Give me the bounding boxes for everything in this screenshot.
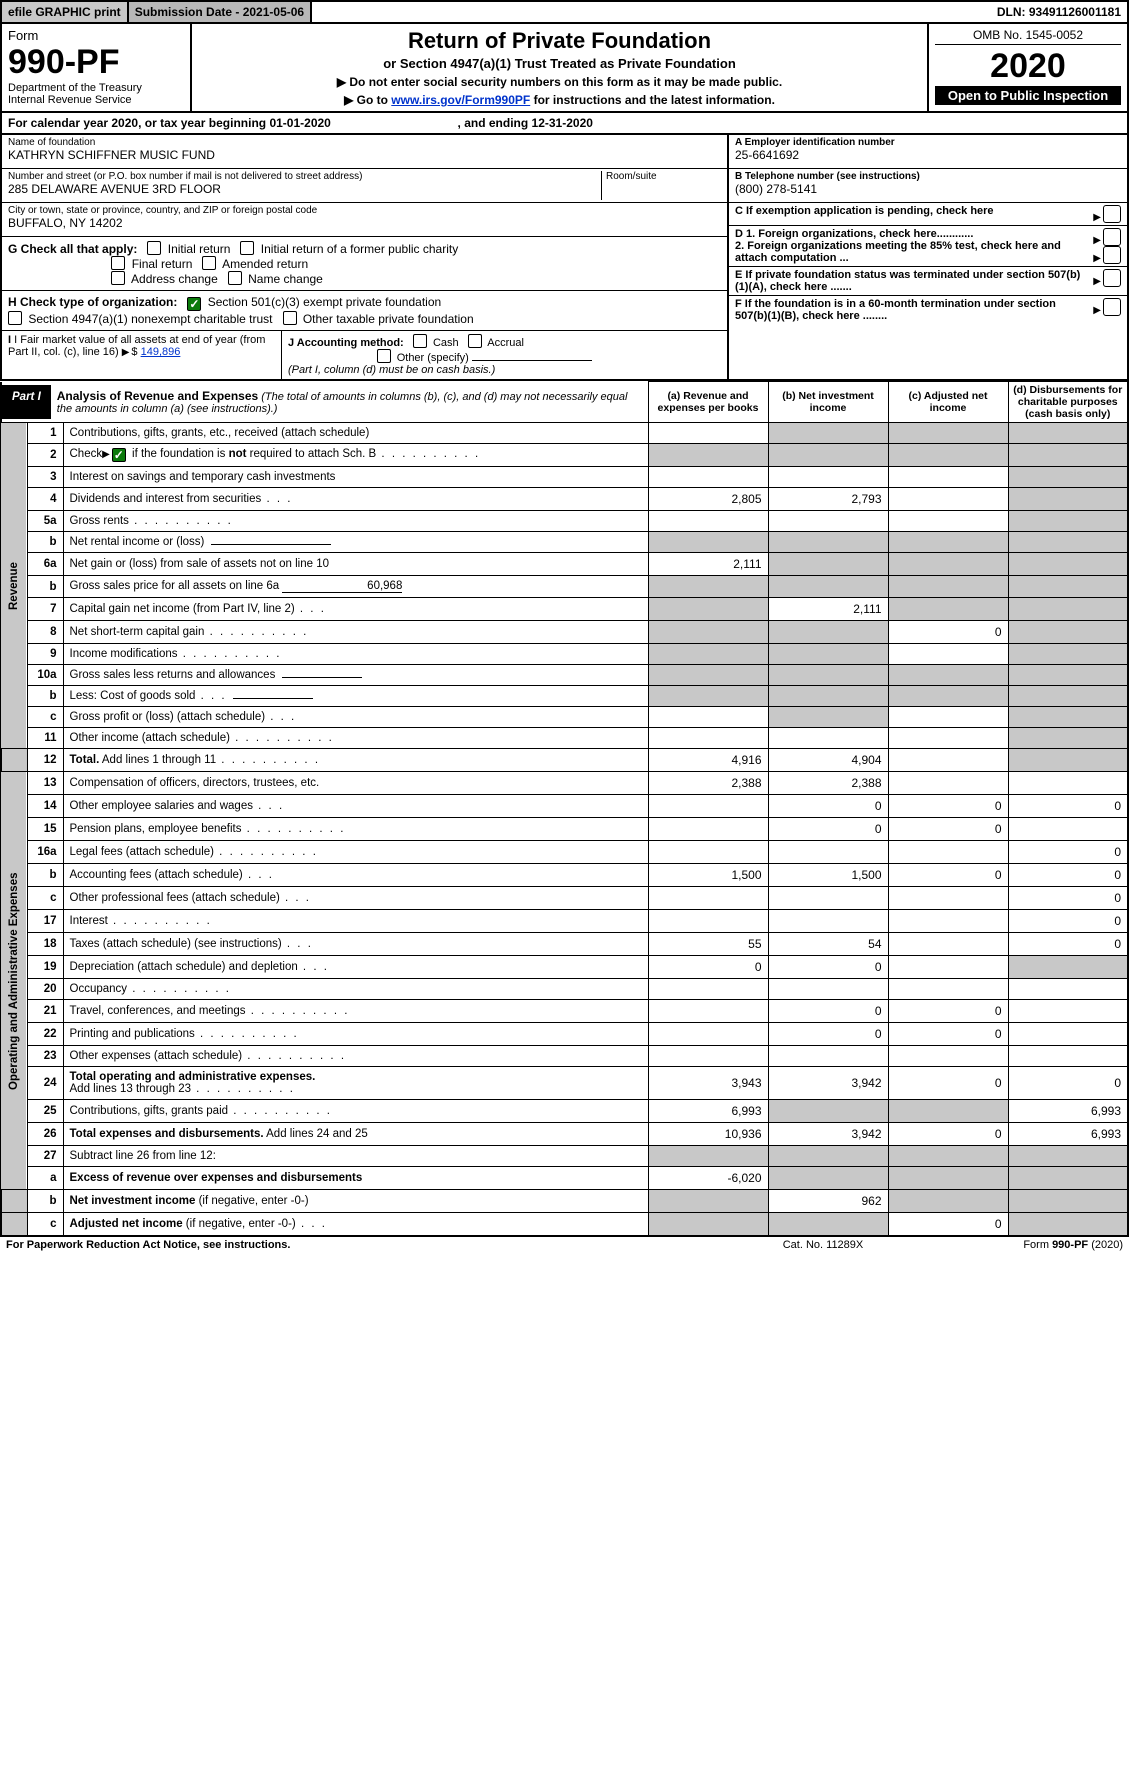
form-subtitle: or Section 4947(a)(1) Trust Treated as P… <box>198 56 921 71</box>
col-d-header: (d) Disbursements for charitable purpose… <box>1008 382 1128 423</box>
section-i: I I Fair market value of all assets at e… <box>2 331 282 379</box>
ein-label: A Employer identification number <box>735 137 1121 148</box>
other-taxable-checkbox[interactable] <box>283 311 297 325</box>
revenue-side: Revenue <box>1 423 27 749</box>
foundation-city: BUFFALO, NY 14202 <box>8 216 721 230</box>
top-bar: efile GRAPHIC print Submission Date - 20… <box>0 0 1129 24</box>
col-c-header: (c) Adjusted net income <box>888 382 1008 423</box>
form-title: Return of Private Foundation <box>198 28 921 54</box>
d2-checkbox[interactable] <box>1103 246 1121 264</box>
final-return-checkbox[interactable] <box>111 256 125 270</box>
form-link[interactable]: www.irs.gov/Form990PF <box>391 93 530 107</box>
instruction-1: ▶ Do not enter social security numbers o… <box>198 75 921 89</box>
section-j: J Accounting method: Cash Accrual Other … <box>282 331 727 379</box>
col-a-header: (a) Revenue and expenses per books <box>648 382 768 423</box>
open-public: Open to Public Inspection <box>935 86 1121 105</box>
cat-no: Cat. No. 11289X <box>723 1239 923 1251</box>
dept-treasury: Department of the Treasury <box>8 82 184 94</box>
dln: DLN: 93491126001181 <box>991 2 1127 22</box>
section-h: H Check type of organization: Section 50… <box>2 291 727 331</box>
form-number: 990-PF <box>8 43 184 82</box>
tel-label: B Telephone number (see instructions) <box>735 171 1121 182</box>
name-label: Name of foundation <box>8 137 721 148</box>
initial-former-checkbox[interactable] <box>240 241 254 255</box>
submission-date: Submission Date - 2021-05-06 <box>129 2 312 22</box>
section-g: G Check all that apply: Initial return I… <box>2 237 727 291</box>
fmv-value[interactable]: 149,896 <box>141 346 181 358</box>
other-method-checkbox[interactable] <box>377 349 391 363</box>
amended-return-checkbox[interactable] <box>202 256 216 270</box>
sch-b-checkbox[interactable] <box>112 448 126 462</box>
cash-checkbox[interactable] <box>413 334 427 348</box>
omb-number: OMB No. 1545-0052 <box>935 28 1121 45</box>
name-change-checkbox[interactable] <box>228 271 242 285</box>
foundation-name: KATHRYN SCHIFFNER MUSIC FUND <box>8 148 721 162</box>
accrual-checkbox[interactable] <box>468 334 482 348</box>
c-checkbox[interactable] <box>1103 205 1121 223</box>
tax-year: 2020 <box>935 47 1121 86</box>
address-change-checkbox[interactable] <box>111 271 125 285</box>
form-header: Form 990-PF Department of the Treasury I… <box>0 24 1129 113</box>
part1-table: Part I Analysis of Revenue and Expenses … <box>0 381 1129 1237</box>
section-c: C If exemption application is pending, c… <box>729 203 1127 226</box>
form-ref: Form 990-PF (2020) <box>923 1239 1123 1251</box>
part1-tab: Part I <box>2 385 51 419</box>
section-e: E If private foundation status was termi… <box>729 267 1127 296</box>
ein-value: 25-6641692 <box>735 148 1121 162</box>
section-f: F If the foundation is in a 60-month ter… <box>729 296 1127 324</box>
efile-label: efile GRAPHIC print <box>2 2 129 22</box>
part1-title: Analysis of Revenue and Expenses (The to… <box>51 385 648 419</box>
room-label: Room/suite <box>606 171 721 182</box>
tel-value: (800) 278-5141 <box>735 182 1121 196</box>
address-label: Number and street (or P.O. box number if… <box>8 171 601 182</box>
col-b-header: (b) Net investment income <box>768 382 888 423</box>
city-label: City or town, state or province, country… <box>8 205 721 216</box>
expenses-side: Operating and Administrative Expenses <box>1 772 27 1190</box>
4947a1-checkbox[interactable] <box>8 311 22 325</box>
f-checkbox[interactable] <box>1103 298 1121 316</box>
501c3-checkbox[interactable] <box>187 297 201 311</box>
foundation-address: 285 DELAWARE AVENUE 3RD FLOOR <box>8 182 601 196</box>
e-checkbox[interactable] <box>1103 269 1121 287</box>
form-word: Form <box>8 28 184 43</box>
paperwork-notice: For Paperwork Reduction Act Notice, see … <box>6 1239 723 1251</box>
foundation-info: Name of foundation KATHRYN SCHIFFNER MUS… <box>0 135 1129 381</box>
irs-label: Internal Revenue Service <box>8 94 184 106</box>
d1-checkbox[interactable] <box>1103 228 1121 246</box>
section-d: D 1. Foreign organizations, check here..… <box>729 226 1127 267</box>
initial-return-checkbox[interactable] <box>147 241 161 255</box>
page-footer: For Paperwork Reduction Act Notice, see … <box>0 1237 1129 1253</box>
instruction-2: ▶ Go to www.irs.gov/Form990PF for instru… <box>198 93 921 107</box>
calendar-year-row: For calendar year 2020, or tax year begi… <box>0 113 1129 135</box>
